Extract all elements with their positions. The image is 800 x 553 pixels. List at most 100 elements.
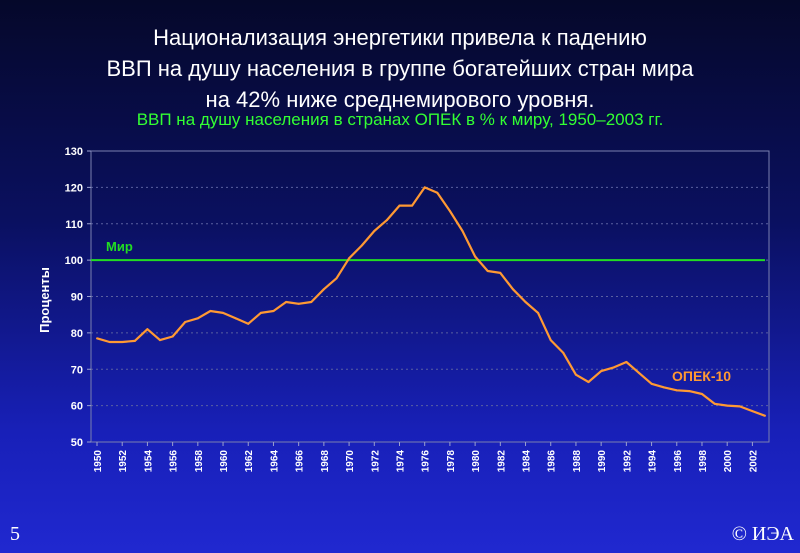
y-tick-label: 100 — [65, 255, 83, 267]
copyright-label: © ИЭА — [731, 523, 794, 545]
data-point — [234, 317, 237, 320]
data-point — [574, 373, 577, 376]
data-point — [486, 270, 489, 273]
plot-area — [91, 186, 766, 417]
slide-number: 5 — [10, 523, 20, 545]
title-line-2: ВВП на душу населения в группе богатейши… — [106, 56, 694, 81]
data-point — [474, 255, 477, 258]
data-point — [310, 300, 313, 303]
data-point — [259, 311, 262, 314]
data-point — [171, 335, 174, 338]
x-tick-label: 1978 — [446, 450, 457, 473]
data-point — [373, 230, 376, 233]
x-tick-label: 1996 — [673, 450, 684, 473]
y-tick-label: 60 — [71, 401, 83, 413]
x-tick-label: 1992 — [622, 450, 633, 473]
x-tick-label: 1988 — [572, 450, 583, 473]
x-tick-label: 1998 — [698, 450, 709, 473]
title-line-3: на 42% ниже среднемирового уровня. — [205, 87, 595, 112]
x-tick-label: 1954 — [143, 450, 154, 473]
x-tick-label: 1982 — [496, 450, 507, 473]
x-tick-label: 1952 — [118, 450, 129, 473]
data-point — [499, 271, 502, 274]
data-point — [448, 210, 451, 213]
x-tick-label: 1958 — [194, 450, 205, 473]
x-tick-label: 1976 — [421, 450, 432, 473]
data-point — [524, 300, 527, 303]
y-tick-label: 130 — [65, 146, 83, 158]
data-point — [322, 288, 325, 291]
series-line-0 — [96, 186, 766, 417]
data-point — [196, 317, 199, 320]
data-point — [423, 186, 426, 189]
x-tick-label: 1986 — [547, 450, 558, 473]
data-point — [764, 414, 766, 417]
y-tick-label: 90 — [71, 292, 83, 304]
data-point — [511, 288, 514, 291]
data-point — [625, 360, 628, 363]
chart-axes — [87, 150, 770, 446]
x-tick-label: 1990 — [597, 450, 608, 473]
data-point — [751, 410, 754, 413]
data-point — [159, 339, 162, 342]
x-tick-label: 1970 — [345, 450, 356, 473]
data-point — [360, 244, 363, 247]
x-tick-label: 1984 — [522, 450, 533, 473]
data-point — [222, 311, 225, 314]
title-line-1: Национализация энергетики привела к паде… — [153, 25, 647, 50]
x-tick-label: 2000 — [723, 450, 734, 473]
x-tick-label: 1966 — [295, 450, 306, 473]
x-tick-label: 2002 — [748, 450, 759, 473]
data-point — [612, 366, 615, 369]
data-point — [247, 322, 250, 325]
x-tick-label: 1950 — [93, 450, 104, 473]
data-point — [96, 337, 98, 340]
data-point — [461, 230, 464, 233]
data-point — [272, 310, 275, 313]
data-point — [726, 404, 729, 407]
data-point — [537, 311, 540, 314]
data-point — [285, 300, 288, 303]
x-tick-label: 1960 — [219, 450, 230, 473]
data-point — [297, 302, 300, 305]
data-point — [108, 340, 111, 343]
data-point — [146, 328, 149, 331]
data-point — [688, 390, 691, 393]
data-point — [549, 339, 552, 342]
data-point — [385, 219, 388, 222]
data-point — [121, 340, 124, 343]
data-point — [184, 320, 187, 323]
slide-title: Национализация энергетики привела к паде… — [0, 22, 800, 115]
data-point — [700, 392, 703, 395]
data-point — [637, 371, 640, 374]
data-point — [133, 339, 136, 342]
data-point — [738, 405, 741, 408]
data-point — [713, 402, 716, 405]
data-point — [587, 380, 590, 383]
data-point — [675, 389, 678, 392]
y-tick-label: 120 — [65, 182, 83, 194]
x-tick-label: 1964 — [269, 450, 280, 473]
data-point — [436, 191, 439, 194]
x-tick-label: 1972 — [370, 450, 381, 473]
data-point — [562, 351, 565, 354]
series-label-opek: ОПЕК-10 — [672, 368, 731, 384]
x-tick-label: 1962 — [244, 450, 255, 473]
x-axis-ticks: 1950 1952 1954 1956 1958 1960 1962 1964 1966 1968… — [93, 450, 759, 473]
data-point — [411, 204, 414, 207]
data-point — [650, 382, 653, 385]
data-point — [600, 370, 603, 373]
reference-line-label: Мир — [106, 239, 133, 254]
x-tick-label: 1994 — [648, 450, 659, 473]
x-tick-label: 1974 — [395, 450, 406, 473]
y-tick-label: 70 — [71, 364, 83, 376]
y-tick-label: 50 — [71, 437, 83, 449]
x-tick-label: 1956 — [169, 450, 180, 473]
data-point — [398, 204, 401, 207]
chart-title: ВВП на душу населения в странах ОПЕК в %… — [136, 110, 664, 129]
data-point — [663, 386, 666, 389]
data-point — [335, 277, 338, 280]
y-tick-label: 80 — [71, 328, 83, 340]
data-point — [209, 310, 212, 313]
